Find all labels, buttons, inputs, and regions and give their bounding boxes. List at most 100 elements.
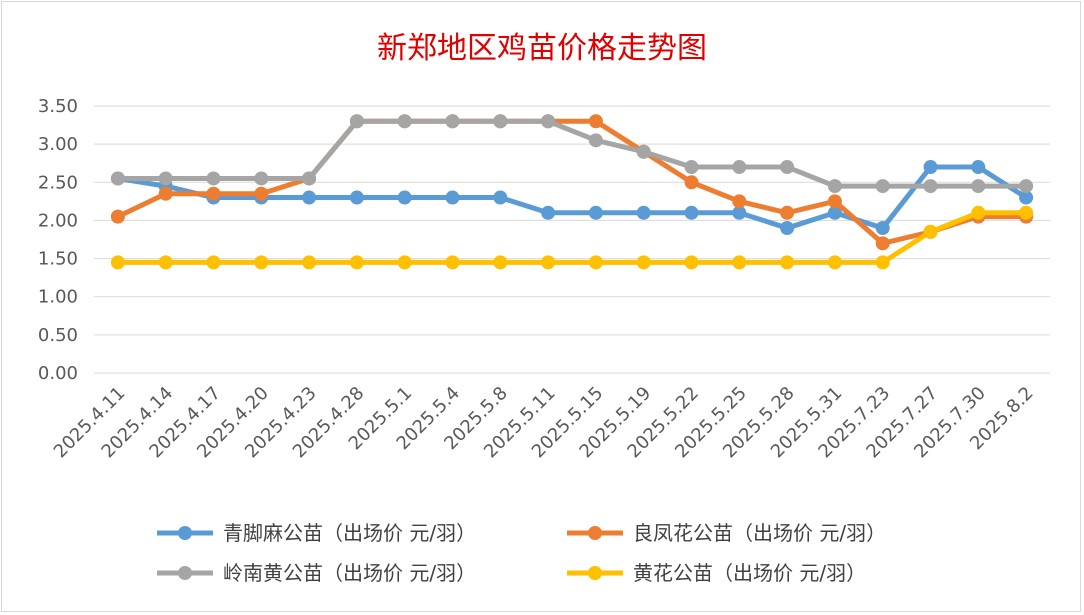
data-point <box>158 186 173 201</box>
y-tick-label: 1.00 <box>38 287 78 308</box>
data-point <box>875 236 890 251</box>
data-point <box>780 221 795 236</box>
chart-title: 新郑地区鸡苗价格走势图 <box>377 31 707 66</box>
data-point <box>302 171 317 186</box>
series-line <box>115 118 1029 189</box>
data-point <box>684 205 699 220</box>
data-point <box>302 255 317 270</box>
data-point <box>1019 205 1034 220</box>
data-point <box>206 186 221 201</box>
y-tick-label: 2.50 <box>38 172 78 193</box>
data-point <box>349 114 364 129</box>
series-3 <box>110 114 1034 194</box>
series-line <box>115 118 1029 246</box>
legend-marker <box>588 566 602 580</box>
data-point <box>445 190 460 205</box>
y-tick-label: 0.00 <box>38 363 78 384</box>
data-point <box>254 171 269 186</box>
legend-item: 青脚麻公苗（出场价 元/羽） <box>157 521 476 545</box>
legend-label: 良凤花公苗（出场价 元/羽） <box>633 521 886 545</box>
data-point <box>397 190 412 205</box>
data-point <box>827 205 842 220</box>
series-line <box>115 164 1029 231</box>
data-point <box>971 205 986 220</box>
data-point <box>1019 190 1034 205</box>
data-point <box>493 255 508 270</box>
data-point <box>445 114 460 129</box>
y-tick-label: 3.50 <box>38 96 78 117</box>
data-point <box>636 255 651 270</box>
legend-item: 岭南黄公苗（出场价 元/羽） <box>157 561 476 585</box>
series-1 <box>110 160 1034 236</box>
data-point <box>636 144 651 159</box>
data-point <box>875 179 890 194</box>
data-point <box>158 255 173 270</box>
data-point <box>493 190 508 205</box>
data-point <box>541 255 556 270</box>
data-point <box>158 171 173 186</box>
data-point <box>875 221 890 236</box>
series-4 <box>110 205 1034 270</box>
data-point <box>971 160 986 175</box>
data-point <box>110 209 125 224</box>
data-point <box>110 255 125 270</box>
data-point <box>302 190 317 205</box>
data-point <box>1019 179 1034 194</box>
data-point <box>541 114 556 129</box>
y-tick-label: 1.50 <box>38 249 78 270</box>
data-point <box>588 133 603 148</box>
y-tick-label: 3.00 <box>38 134 78 155</box>
data-point <box>923 160 938 175</box>
data-point <box>445 255 460 270</box>
data-point <box>588 255 603 270</box>
series-lines <box>110 114 1034 270</box>
data-point <box>732 194 747 209</box>
data-point <box>780 160 795 175</box>
data-point <box>206 171 221 186</box>
data-point <box>732 205 747 220</box>
legend-marker <box>178 566 192 580</box>
legend-marker <box>178 526 192 540</box>
legend-label: 岭南黄公苗（出场价 元/羽） <box>223 561 476 585</box>
x-axis-ticks: 2025.4.112025.4.142025.4.172025.4.202025… <box>50 383 1038 463</box>
data-point <box>110 171 125 186</box>
y-tick-label: 0.50 <box>38 325 78 346</box>
data-point <box>780 205 795 220</box>
data-point <box>684 255 699 270</box>
y-tick-label: 2.00 <box>38 210 78 231</box>
data-point <box>254 186 269 201</box>
data-point <box>349 255 364 270</box>
legend-label: 黄花公苗（出场价 元/羽） <box>633 561 866 585</box>
data-point <box>588 205 603 220</box>
data-point <box>971 179 986 194</box>
data-point <box>827 179 842 194</box>
data-point <box>493 114 508 129</box>
data-point <box>397 114 412 129</box>
data-point <box>732 160 747 175</box>
gridlines <box>94 105 1050 374</box>
data-point <box>636 205 651 220</box>
data-point <box>588 114 603 129</box>
data-point <box>349 190 364 205</box>
data-point <box>923 224 938 239</box>
legend-marker <box>588 526 602 540</box>
data-point <box>732 255 747 270</box>
data-point <box>541 205 556 220</box>
data-point <box>827 255 842 270</box>
data-point <box>827 194 842 209</box>
legend-item: 黄花公苗（出场价 元/羽） <box>567 561 866 585</box>
series-line <box>115 210 1029 265</box>
data-point <box>684 160 699 175</box>
legend: 青脚麻公苗（出场价 元/羽） 良凤花公苗（出场价 元/羽） 岭南黄公苗（出场价 元/… <box>157 521 886 585</box>
data-point <box>780 255 795 270</box>
legend-label: 青脚麻公苗（出场价 元/羽） <box>223 521 476 545</box>
data-point <box>684 175 699 190</box>
data-point <box>397 255 412 270</box>
data-point <box>206 255 221 270</box>
data-point <box>923 179 938 194</box>
data-point <box>254 255 269 270</box>
y-axis-ticks: 0.00 0.50 1.00 1.50 2.00 2.50 3.00 3.50 <box>38 96 78 384</box>
data-point <box>875 255 890 270</box>
